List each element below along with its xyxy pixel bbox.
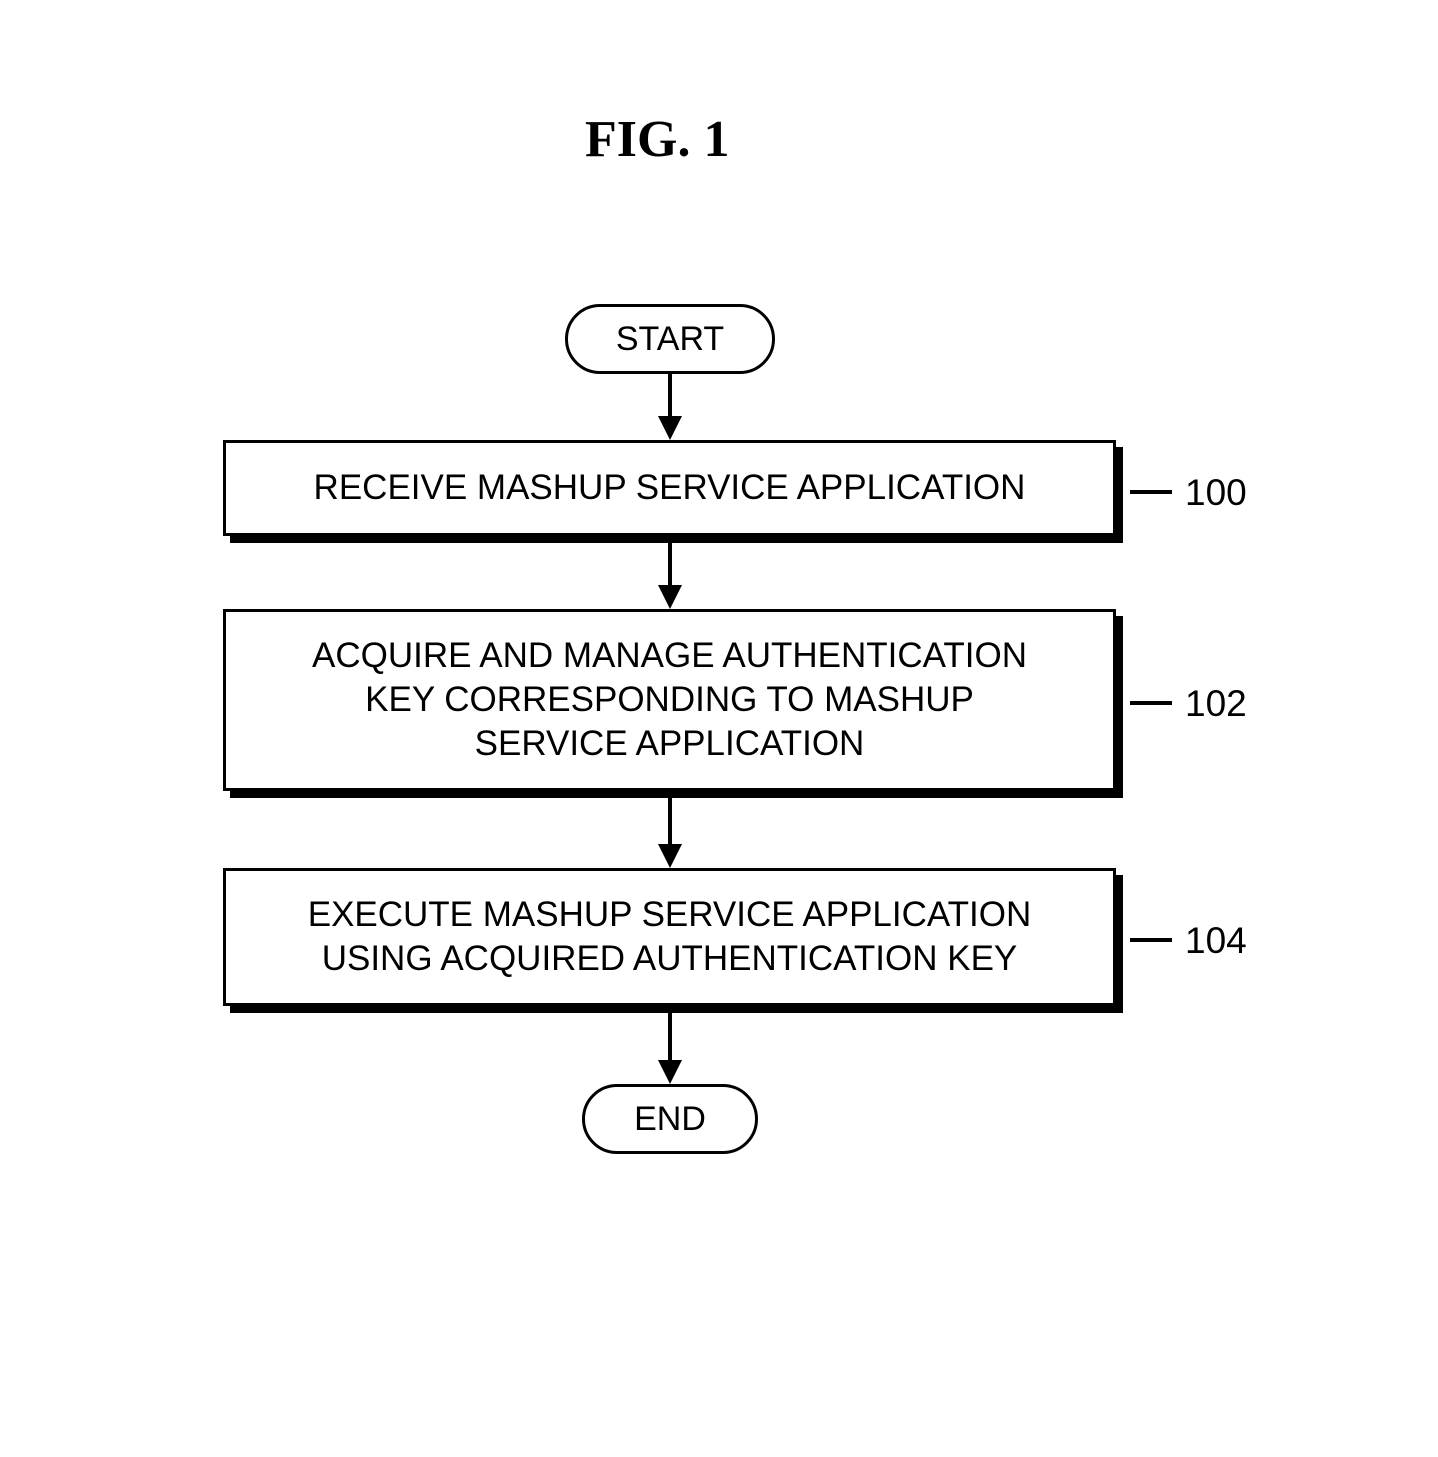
- start-node: START: [565, 304, 775, 374]
- step-102-ref: 102: [1185, 683, 1247, 725]
- step-100: RECEIVE MASHUP SERVICE APPLICATION: [223, 440, 1116, 536]
- figure-title: FIG. 1: [585, 110, 729, 169]
- step-102-label: ACQUIRE AND MANAGE AUTHENTICATIONKEY COR…: [312, 634, 1027, 765]
- end-node: END: [582, 1084, 758, 1154]
- step-104-label: EXECUTE MASHUP SERVICE APPLICATIONUSING …: [308, 893, 1032, 981]
- step-104-ref-dash: [1130, 938, 1172, 942]
- step-104: EXECUTE MASHUP SERVICE APPLICATIONUSING …: [223, 868, 1116, 1006]
- step-100-label: RECEIVE MASHUP SERVICE APPLICATION: [314, 466, 1026, 510]
- step-100-box: RECEIVE MASHUP SERVICE APPLICATION: [223, 440, 1116, 536]
- step-102: ACQUIRE AND MANAGE AUTHENTICATIONKEY COR…: [223, 609, 1116, 791]
- step-102-box: ACQUIRE AND MANAGE AUTHENTICATIONKEY COR…: [223, 609, 1116, 791]
- step-100-ref-dash: [1130, 490, 1172, 494]
- step-102-ref-dash: [1130, 701, 1172, 705]
- step-104-box: EXECUTE MASHUP SERVICE APPLICATIONUSING …: [223, 868, 1116, 1006]
- step-100-ref: 100: [1185, 472, 1247, 514]
- step-104-ref: 104: [1185, 920, 1247, 962]
